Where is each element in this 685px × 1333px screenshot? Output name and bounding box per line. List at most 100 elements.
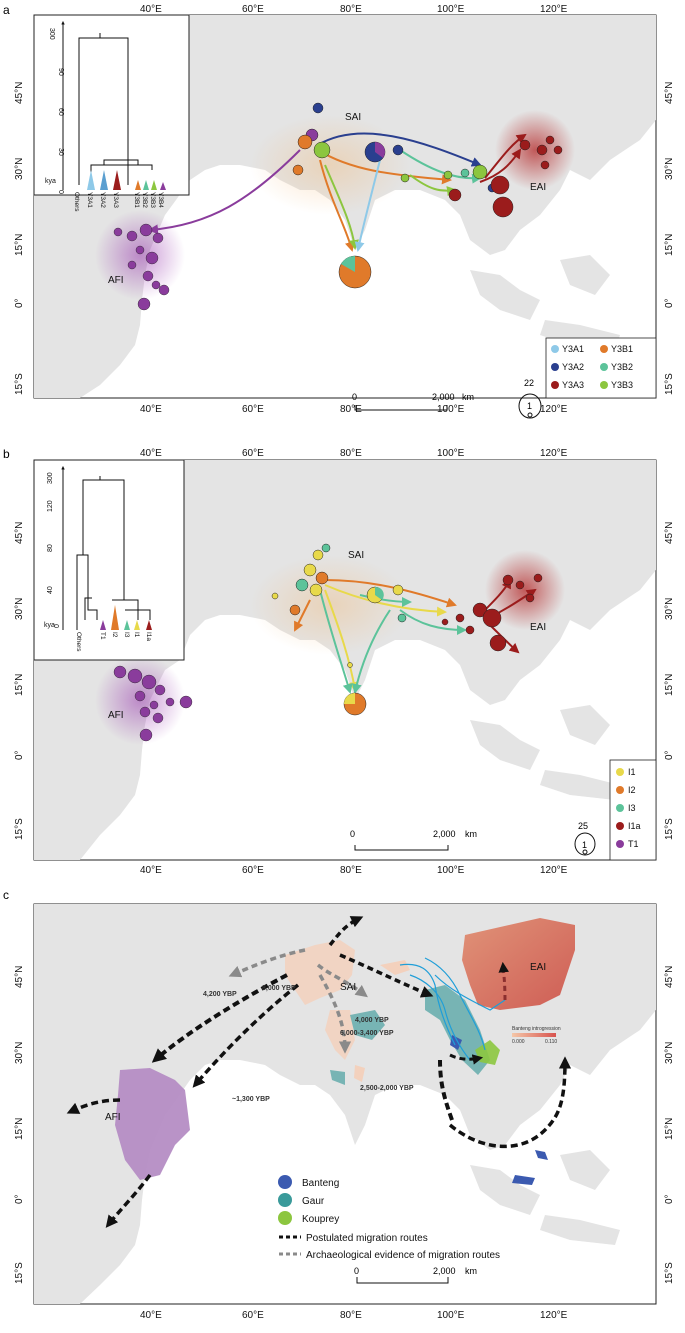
legend: Banteng Gaur Kouprey Postulated migratio… [278, 1175, 500, 1261]
pie-slice [341, 255, 355, 272]
pie [443, 170, 453, 180]
lon-tick-top: 40°E [140, 448, 162, 459]
pie [492, 196, 514, 218]
pie [295, 578, 309, 592]
eai-range [462, 918, 575, 1010]
introgression-gradient [512, 1033, 556, 1037]
lat-tick-left: 30°N [14, 158, 25, 180]
lon-tick-bottom: 40°E [140, 1310, 162, 1321]
legend-swatch [551, 363, 559, 371]
pie [142, 270, 154, 282]
lat-tick-left: 0° [14, 1194, 25, 1204]
legend-label: I1 [628, 767, 636, 777]
legend-label: Banteng [302, 1178, 339, 1189]
tick-label: 90 [57, 68, 64, 76]
banteng-range-indochina [450, 1035, 462, 1050]
lat-tick-left: 30°N [14, 598, 25, 620]
lon-tick-bottom: 80°E [340, 404, 362, 415]
lon-tick-bottom: 120°E [540, 404, 568, 415]
legend-swatch [616, 840, 624, 848]
scale-zero: 0 [350, 829, 355, 839]
scale-bar: 0 2,000 km [354, 1266, 477, 1284]
lon-tick-bottom: 60°E [242, 1310, 264, 1321]
sai-glow [250, 115, 410, 215]
panel-label: c [3, 888, 9, 902]
pie-slice [375, 586, 384, 600]
lat-tick-right: 30°N [664, 158, 675, 180]
tree-tip: Y3B3 [149, 192, 156, 208]
lon-tick-bottom: 120°E [540, 865, 568, 876]
size-key: 25 1 [574, 821, 596, 856]
tree-tip: Y3B1 [133, 192, 140, 208]
archaeological-route [228, 948, 306, 978]
postulated-route [151, 973, 288, 1063]
route-arrow [354, 159, 381, 252]
legend: Y3A1 Y3A2 Y3A3 Y3B1 Y3B2 Y3B3 [545, 337, 657, 399]
lon-tick-bottom: 80°E [340, 1310, 362, 1321]
pie [289, 604, 301, 616]
panel-label: a [3, 3, 10, 17]
lon-tick-bottom: 40°E [140, 404, 162, 415]
tree-tip: T1 [99, 632, 106, 640]
route-arrow [324, 579, 457, 608]
region-label-afi: AFI [108, 710, 124, 721]
phylogeny-inset: 0 30 60 90 300 kya [33, 14, 190, 212]
pie [515, 580, 525, 590]
postulated-route [449, 1053, 484, 1065]
pie [165, 697, 175, 707]
route-arrow [479, 148, 522, 183]
lat-tick-left: 45°N [14, 522, 25, 544]
pie [313, 141, 331, 159]
legend-label: Kouprey [302, 1214, 339, 1225]
pie [536, 144, 548, 156]
date-label: 8,000 YBP [262, 985, 296, 992]
lat-tick-right: 15°S [664, 818, 675, 840]
pie [149, 700, 159, 710]
haplotype-pies [113, 543, 543, 742]
lat-ticks: 45°N 30°N 15°N 0° 15°S 45°N 30°N 15°N 0°… [14, 82, 675, 395]
size-key-big: 25 [578, 821, 588, 831]
scale-zero: 0 [352, 392, 357, 402]
pie [297, 134, 313, 150]
lon-tick-top: 80°E [340, 448, 362, 459]
route-arrow [324, 584, 447, 617]
lat-tick-left: 30°N [14, 1042, 25, 1064]
postulated-route [498, 961, 509, 1001]
pie [151, 280, 161, 290]
lat-tick-left: 15°S [14, 373, 25, 395]
legend-label: I3 [628, 803, 636, 813]
route-arrow [351, 609, 391, 694]
pie [303, 563, 317, 577]
pie [158, 284, 170, 296]
lon-tick-bottom: 100°E [437, 404, 465, 415]
pie [519, 139, 531, 151]
tree-tip: I1a [145, 632, 152, 641]
pie [490, 175, 510, 195]
legend-label: Y3A2 [562, 362, 584, 372]
tick-label: 0 [54, 624, 61, 628]
scale-bar: 0 2,000 km [350, 829, 477, 851]
pie [139, 223, 153, 237]
lat-ticks: 45°N 30°N 15°N 0° 15°S 45°N 30°N 15°N 0°… [14, 522, 675, 840]
legend-label: Y3B3 [611, 380, 633, 390]
lat-tick-right: 0° [664, 750, 675, 760]
lon-tick-bottom: 80°E [340, 865, 362, 876]
tick-label: 60 [57, 108, 64, 116]
postulated-route [105, 1173, 152, 1228]
pie [472, 164, 488, 180]
lon-tick-bottom: 100°E [437, 1310, 465, 1321]
pie [472, 602, 488, 618]
postulated-route [438, 1059, 454, 1121]
tick-label: 0 [57, 190, 64, 194]
legend-swatch-kouprey [278, 1211, 292, 1225]
pie [392, 144, 404, 156]
region-label-sai: SAI [348, 550, 364, 561]
pie [309, 583, 323, 597]
pie [400, 173, 410, 183]
lat-tick-right: 45°N [664, 82, 675, 104]
region-label-eai: EAI [530, 962, 546, 973]
postulated-route [328, 916, 364, 947]
pie [127, 260, 137, 270]
pie [347, 662, 353, 668]
lon-tick-bottom: 100°E [437, 865, 465, 876]
